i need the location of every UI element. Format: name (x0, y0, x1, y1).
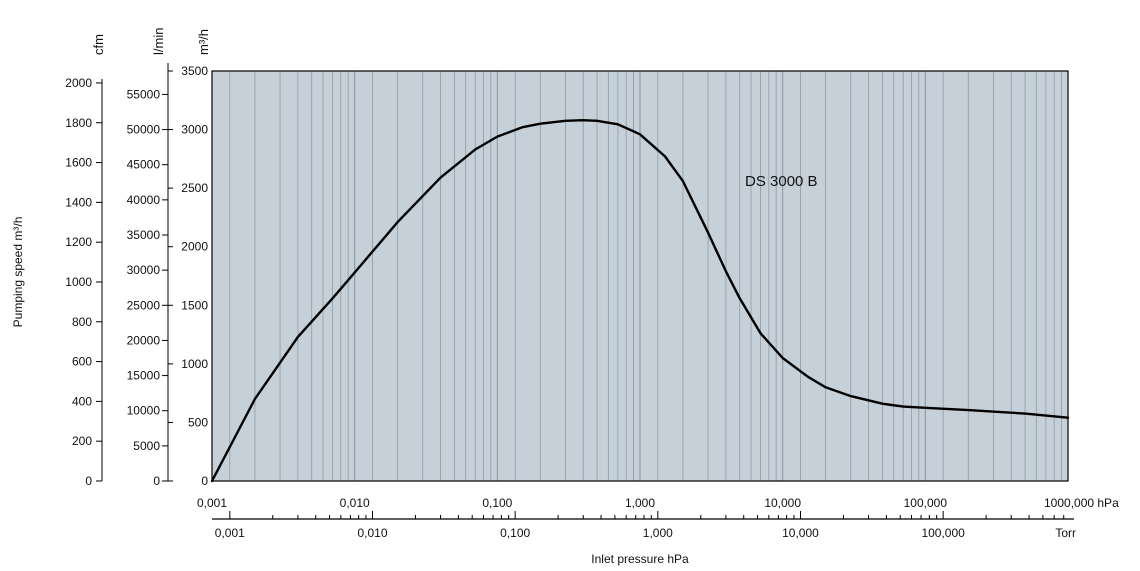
lmin-tick-label: 0 (153, 474, 160, 488)
lmin-tick-label: 55000 (127, 87, 161, 101)
axes: 3500300025002000150010005000550005000045… (65, 63, 1119, 540)
cfm-tick-label: 200 (72, 434, 92, 448)
lmin-tick-label: 40000 (127, 193, 161, 207)
m3h-tick-label: 3500 (181, 64, 208, 78)
lmin-unit-label: l/min (151, 28, 166, 55)
y-axis-title: Pumping speed m³/h (11, 217, 25, 328)
torr-tick-label: 10,000 (782, 526, 819, 540)
lmin-tick-label: 15000 (127, 369, 161, 383)
lmin-tick-label: 25000 (127, 298, 161, 312)
cfm-tick-label: 1400 (65, 195, 92, 209)
cfm-tick-label: 800 (72, 315, 92, 329)
cfm-tick-label: 0 (85, 474, 92, 488)
x-axis-title: Inlet pressure hPa (591, 552, 689, 566)
cfm-tick-label: 400 (72, 394, 92, 408)
cfm-tick-label: 1800 (65, 116, 92, 130)
hpa-tick-label: 0,100 (482, 496, 512, 510)
m3h-tick-label: 0 (201, 474, 208, 488)
hpa-tick-label: 10,000 (764, 496, 801, 510)
m3h-tick-label: 2000 (181, 240, 208, 254)
lmin-tick-label: 45000 (127, 158, 161, 172)
cfm-tick-label: 1200 (65, 235, 92, 249)
torr-tick-label: 0,100 (500, 526, 530, 540)
torr-tick-label: 1,000 (643, 526, 673, 540)
torr-tick-label: 0,010 (357, 526, 387, 540)
hpa-tick-label: 0,010 (340, 496, 370, 510)
torr-tick-label: 0,001 (215, 526, 245, 540)
lmin-tick-label: 10000 (127, 404, 161, 418)
series-label: DS 3000 B (745, 173, 818, 190)
m3h-unit-label: m³/h (196, 29, 211, 55)
plot-frame (211, 70, 1069, 482)
cfm-unit-label: cfm (91, 34, 106, 55)
hpa-tick-label: 0,001 (197, 496, 227, 510)
lmin-tick-label: 35000 (127, 228, 161, 242)
m3h-tick-label: 2500 (181, 181, 208, 195)
hpa-tick-label: 100,000 (904, 496, 948, 510)
torr-tick-label: 100,000 (921, 526, 965, 540)
lmin-tick-label: 30000 (127, 263, 161, 277)
hpa-tick-label: 1,000 (625, 496, 655, 510)
lmin-tick-label: 5000 (133, 439, 160, 453)
m3h-tick-label: 3000 (181, 123, 208, 137)
series-line (210, 118, 1070, 483)
m3h-tick-label: 1000 (181, 357, 208, 371)
cfm-tick-label: 1600 (65, 156, 92, 170)
torr-tick-label: Torr (1055, 526, 1076, 540)
m3h-tick-label: 1500 (181, 298, 208, 312)
cfm-tick-label: 1000 (65, 275, 92, 289)
hpa-tick-label: 1000,000 hPa (1044, 496, 1119, 510)
m3h-tick-label: 500 (188, 415, 208, 429)
lmin-tick-label: 20000 (127, 333, 161, 347)
cfm-tick-label: 600 (72, 355, 92, 369)
cfm-tick-label: 2000 (65, 76, 92, 90)
plot-area (210, 70, 1070, 483)
lmin-tick-label: 50000 (127, 123, 161, 137)
